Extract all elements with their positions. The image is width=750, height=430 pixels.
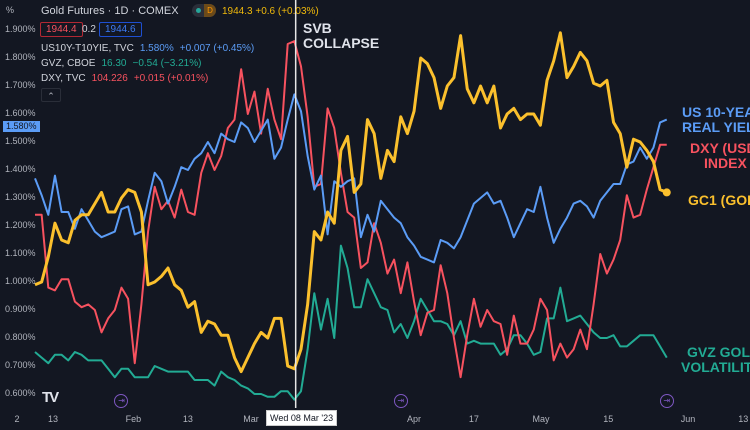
y-tick-label: 0.600% [5, 388, 36, 398]
x-tick-label: May [532, 414, 550, 424]
x-tick-label: 13 [47, 414, 58, 424]
market-status-badge: D [192, 4, 216, 17]
legend-row[interactable]: DXY, TVC 104.226 +0.015 (+0.01%) [41, 73, 214, 84]
buy-button[interactable]: 1944.6 [99, 22, 142, 37]
legend-value: 104.226 [91, 73, 128, 84]
symbol-title[interactable]: Gold Futures · 1D · COMEX [41, 5, 179, 17]
label-line: REAL YIELD [682, 119, 750, 135]
label-line: GVZ GOLD [687, 344, 750, 360]
label-line: VOLATILITY [681, 359, 750, 375]
legend-symbol: GVZ, CBOE [41, 58, 96, 69]
y-tick-label: 1.700% [5, 80, 36, 90]
current-price-label: 1.580% [3, 121, 40, 132]
y-tick-label: 1.600% [5, 108, 36, 118]
x-tick-label: 17 [468, 414, 479, 424]
symbol-quote: 1944.3 +0.6 (+0.03%) [222, 6, 319, 17]
x-tick-label: Apr [407, 414, 422, 424]
series-line-dxy[interactable] [35, 40, 667, 379]
collapse-legend-button[interactable]: ⌃ [41, 88, 61, 102]
legend-value: 16.30 [101, 58, 127, 69]
economic-event-icon[interactable]: ⇥ [114, 394, 129, 408]
crosshair-date-label: Wed 08 Mar '23 [266, 410, 338, 426]
y-tick-label: 0.700% [5, 360, 36, 370]
y-tick-label: 1.200% [5, 220, 36, 230]
legend-symbol: US10Y-T10YIE, TVC [41, 43, 134, 54]
svb-annotation: SVB COLLAPSE [303, 21, 379, 51]
legend-row[interactable]: US10Y-T10YIE, TVC 1.580% +0.007 (+0.45%) [41, 43, 260, 54]
series-line-gc1[interactable] [34, 31, 668, 374]
y-tick-label: 0.800% [5, 332, 36, 342]
label-line: INDEX [704, 155, 747, 171]
label-line: DXY (USD) [690, 140, 750, 156]
label-gvz-volatility: GVZ GOLD VOLATILITY [681, 344, 750, 375]
legend-symbol: DXY, TVC [41, 73, 86, 84]
y-tick-label: 1.400% [5, 164, 36, 174]
y-tick-label: 1.000% [5, 276, 36, 286]
x-tick-label: 15 [603, 414, 614, 424]
chevron-up-icon: ⌃ [47, 91, 55, 101]
sell-button[interactable]: 1944.4 [40, 22, 83, 37]
gold-last-point [662, 188, 671, 197]
annotation-line-1: SVB [303, 20, 332, 36]
spread-value: 0.2 [82, 24, 96, 35]
x-tick-label: 13 [738, 414, 749, 424]
annotation-line-2: COLLAPSE [303, 35, 380, 51]
series-line-us10y-t10yie[interactable] [34, 93, 668, 264]
y-tick-label: 0.900% [5, 304, 36, 314]
legend-value: 1.580% [139, 43, 174, 54]
x-tick-label: Feb [125, 414, 142, 424]
x-tick-label: 2 [14, 414, 20, 424]
x-tick-label: Jun [680, 414, 696, 424]
y-tick-label: 1.800% [5, 52, 36, 62]
legend-change: +0.015 (+0.01%) [133, 73, 209, 84]
delayed-icon: D [204, 4, 216, 17]
label-dxy-index: DXY (USD) INDEX [690, 141, 750, 171]
series-line-gvz[interactable] [34, 244, 668, 401]
economic-event-icon[interactable]: ⇥ [659, 394, 674, 408]
legend-change: −0.54 (−3.21%) [132, 58, 202, 69]
y-tick-label: 1.300% [5, 192, 36, 202]
y-tick-label: 1.500% [5, 136, 36, 146]
tradingview-logo[interactable]: TV [42, 389, 59, 406]
economic-event-icon[interactable]: ⇥ [393, 394, 408, 408]
y-tick-label: 1.100% [5, 248, 36, 258]
y-tick-label: 1.900% [5, 24, 36, 34]
x-tick-label: Mar [243, 414, 259, 424]
axis-unit: % [6, 5, 15, 15]
label-gc1-gold: GC1 (GOLD) [688, 192, 750, 208]
legend-row[interactable]: GVZ, CBOE 16.30 −0.54 (−3.21%) [41, 58, 207, 69]
market-open-icon [196, 8, 201, 13]
legend-change: +0.007 (+0.45%) [179, 43, 255, 54]
x-tick-label: 13 [182, 414, 193, 424]
